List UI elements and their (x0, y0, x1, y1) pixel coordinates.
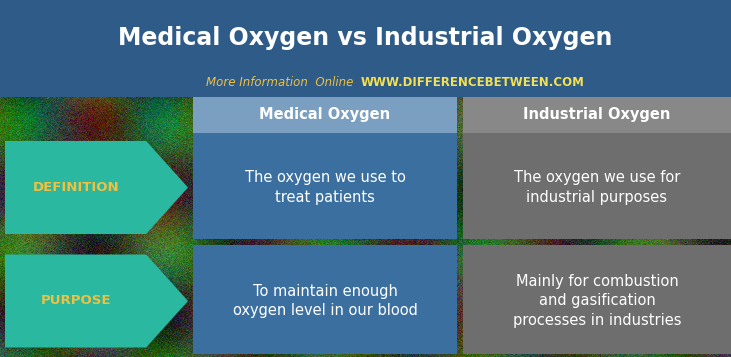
Text: Medical Oxygen: Medical Oxygen (260, 107, 390, 122)
Text: The oxygen we use to
treat patients: The oxygen we use to treat patients (245, 170, 406, 205)
Bar (463, 245, 731, 354)
Text: To maintain enough
oxygen level in our blood: To maintain enough oxygen level in our b… (232, 283, 417, 318)
Polygon shape (5, 141, 188, 234)
Text: DEFINITION: DEFINITION (32, 181, 119, 194)
Text: The oxygen we use for
industrial purposes: The oxygen we use for industrial purpose… (514, 170, 680, 205)
Text: More Information  Online: More Information Online (205, 76, 360, 90)
Bar (463, 133, 731, 239)
Bar (193, 133, 457, 239)
Text: Medical Oxygen vs Industrial Oxygen: Medical Oxygen vs Industrial Oxygen (118, 26, 613, 50)
Text: Industrial Oxygen: Industrial Oxygen (523, 107, 670, 122)
Bar (0, 0, 731, 97)
Text: WWW.DIFFERENCEBETWEEN.COM: WWW.DIFFERENCEBETWEEN.COM (360, 76, 584, 90)
Text: Mainly for combustion
and gasification
processes in industries: Mainly for combustion and gasification p… (512, 274, 681, 328)
Bar (193, 97, 457, 133)
Text: PURPOSE: PURPOSE (40, 295, 111, 307)
Bar (193, 245, 457, 354)
Bar (463, 97, 731, 133)
Polygon shape (5, 255, 188, 347)
